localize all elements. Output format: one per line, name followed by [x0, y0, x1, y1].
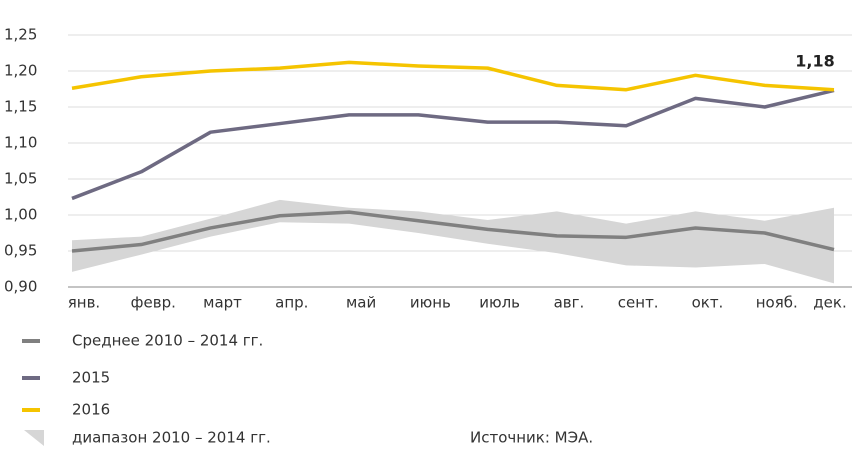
y-tick-label: 0,90	[4, 278, 37, 296]
y-tick-label: 1,00	[4, 206, 37, 224]
x-tick-label: нояб.	[756, 294, 798, 312]
y-tick-label: 1,25	[4, 26, 37, 44]
legend-label: 2016	[72, 401, 110, 419]
x-tick-label: апр.	[275, 294, 308, 312]
x-tick-label: сент.	[618, 294, 659, 312]
series-line	[71, 210, 835, 253]
x-tick-label: март	[203, 294, 242, 312]
legend-label: 2015	[72, 369, 110, 387]
x-tick-label: июнь	[410, 294, 451, 312]
legend-label: диапазон 2010 – 2014 гг.	[72, 429, 271, 447]
x-tick-label: окт.	[692, 294, 724, 312]
x-tick-label: февр.	[131, 294, 176, 312]
x-tick-label: июль	[479, 294, 520, 312]
series-line	[71, 88, 835, 201]
x-tick-label: май	[346, 294, 376, 312]
range-area	[72, 199, 834, 284]
x-tick-label: авг.	[554, 294, 585, 312]
annotation: 1,18	[795, 52, 834, 71]
y-tick-label: 0,95	[4, 242, 37, 260]
x-tick-label: янв.	[68, 294, 100, 312]
series-line	[71, 60, 835, 92]
y-tick-label: 1,15	[4, 98, 37, 116]
x-tick-label: дек.	[813, 294, 846, 312]
source: Источник: МЭА.	[470, 429, 593, 447]
y-tick-label: 1,20	[4, 62, 37, 80]
legend-swatch	[24, 430, 44, 446]
y-tick-label: 1,10	[4, 134, 37, 152]
y-tick-label: 1,05	[4, 170, 37, 188]
legend-label: Среднее 2010 – 2014 гг.	[72, 332, 263, 350]
